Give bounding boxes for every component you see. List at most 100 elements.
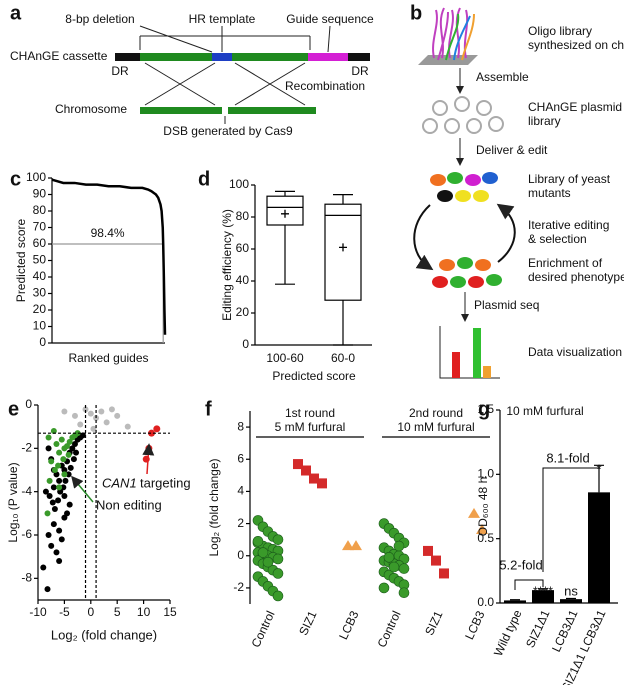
y-tick-label: 1.5 [477, 402, 494, 416]
x-tick-label: 10 [137, 605, 151, 619]
point [309, 473, 319, 484]
point [67, 464, 74, 471]
y-tick-label: 0 [25, 397, 32, 411]
y-tick-label: -2 [21, 441, 32, 455]
arrow [142, 443, 155, 475]
bracket [542, 467, 600, 572]
point [272, 568, 284, 579]
panel-label: g [478, 398, 490, 420]
y-tick-label: 60 [33, 236, 47, 250]
oligos [445, 13, 460, 61]
y-tick-label: -4 [21, 484, 32, 498]
point [58, 536, 65, 543]
point [98, 408, 105, 415]
annotation: 98.4% [91, 226, 125, 240]
label: DR [111, 64, 129, 78]
point [398, 563, 410, 574]
panel-label: d [198, 168, 210, 190]
leader [139, 25, 213, 53]
box [324, 203, 362, 301]
y-tick-label: 0.5 [477, 531, 494, 545]
label: Iterative editing [528, 218, 609, 232]
x-tick-label: -10 [29, 605, 47, 619]
point [48, 542, 55, 549]
point [45, 445, 52, 452]
label: mutants [528, 186, 571, 200]
y-tick-label: 80 [236, 209, 250, 223]
panel-label: e [8, 398, 19, 420]
y-tick-label: 0 [39, 335, 46, 349]
point [262, 556, 274, 568]
point [49, 499, 56, 506]
point [431, 555, 441, 566]
mini-bars [439, 326, 500, 379]
group-header: 1st round [285, 406, 335, 420]
point [70, 456, 77, 463]
homology [232, 53, 308, 61]
point [50, 521, 57, 528]
point [317, 478, 327, 489]
point [71, 412, 78, 419]
point [50, 484, 57, 491]
dr [115, 53, 140, 61]
y-tick-label: 6 [237, 451, 244, 465]
y-tick-label: 40 [33, 269, 47, 283]
group-header: 5 mM furfural [275, 420, 346, 434]
point [51, 506, 58, 512]
error-bar [566, 597, 576, 600]
point [301, 465, 311, 476]
deletion [212, 53, 232, 61]
y-axis-label: Editing efficiency (%) [220, 209, 234, 321]
annotation: Non editing [96, 497, 162, 512]
x-axis-label: Ranked guides [68, 351, 148, 365]
y-axis-label: Log₂ (fold change) [207, 458, 221, 556]
label: Oligo library [528, 24, 592, 38]
guide [308, 53, 348, 61]
annotation: CAN1 [102, 475, 137, 490]
x-tick-label: 100-60 [266, 351, 304, 365]
loop-arrow [496, 203, 516, 263]
point [55, 462, 62, 469]
chromosome [228, 107, 316, 114]
point [388, 561, 400, 573]
point [468, 507, 480, 518]
significance: ns [564, 583, 578, 598]
point [56, 527, 63, 534]
x-tick-label: Control [375, 609, 404, 650]
label: DR [351, 64, 369, 78]
point [65, 471, 72, 478]
point [42, 488, 49, 495]
label: synthesized on chip [528, 38, 624, 52]
point [66, 501, 73, 508]
point [378, 582, 390, 594]
point [350, 540, 362, 551]
label: library [528, 114, 561, 128]
point [108, 406, 115, 413]
y-tick-label: 40 [236, 273, 250, 287]
point [153, 425, 161, 433]
x-axis-label: Predicted score [272, 369, 356, 383]
label: Chromosome [55, 102, 127, 116]
point [439, 568, 449, 579]
mean [281, 209, 289, 218]
y-tick-label: 8 [237, 419, 244, 433]
point [114, 412, 121, 419]
point [124, 423, 131, 430]
y-tick-label: 1.0 [477, 467, 494, 481]
point [53, 441, 60, 447]
point [46, 493, 53, 499]
x-tick-label: LCB3 [462, 608, 488, 641]
y-tick-label: 4 [237, 484, 244, 498]
enriched-yeast [432, 257, 502, 288]
y-tick-label: 0.0 [477, 595, 494, 609]
annotation: 5.2-fold [499, 557, 542, 572]
point [74, 430, 81, 437]
point [272, 590, 284, 602]
oligos [461, 13, 475, 61]
point [44, 586, 51, 593]
point [398, 587, 410, 599]
label: DSB generated by Cas9 [163, 124, 293, 138]
point [103, 419, 110, 426]
point [62, 477, 69, 484]
panel-label: c [10, 168, 21, 190]
